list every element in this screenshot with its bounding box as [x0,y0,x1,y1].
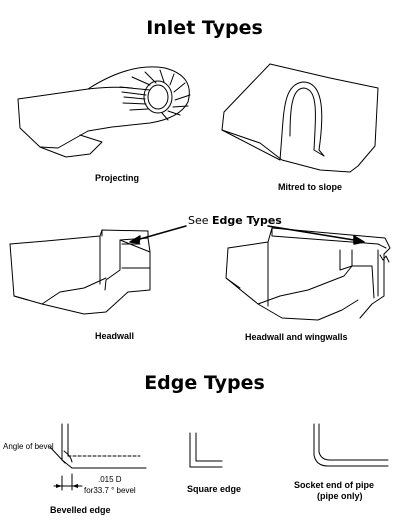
edge-types-reference: Edge Types [212,214,282,227]
mitred-inlet-drawing [222,64,378,172]
square-edge-caption: Square edge [187,484,242,494]
dimension-bevel-label: for33.7 ° bevel [84,486,136,495]
bevelled-edge-caption: Bevelled edge [50,505,111,515]
socket-end-subcaption: (pipe only) [317,491,363,501]
socket-edge-drawing [314,424,388,466]
projecting-inlet-drawing [18,67,190,157]
socket-end-caption: Socket end of pipe [294,480,375,490]
see-word: See [188,214,209,227]
angle-of-bevel-label: Angle of bevel [3,442,54,451]
headwall-wingwalls-caption: Headwall and wingwalls [245,332,348,342]
headwall-wingwalls-drawing [226,228,390,320]
mitred-caption: Mitred to slope [278,182,343,192]
headwall-drawing [10,230,150,314]
edge-types-title: Edge Types [144,372,265,394]
headwall-caption: Headwall [95,331,135,341]
bevelled-edge-drawing [50,424,146,490]
see-edge-types-label: See Edge Types [188,214,282,227]
edge-type-pointers [130,226,364,244]
dimension-015d-label: .015 D [98,475,122,484]
inlet-types-title: Inlet Types [146,17,263,39]
square-edge-drawing [190,433,222,467]
projecting-caption: Projecting [95,173,140,183]
